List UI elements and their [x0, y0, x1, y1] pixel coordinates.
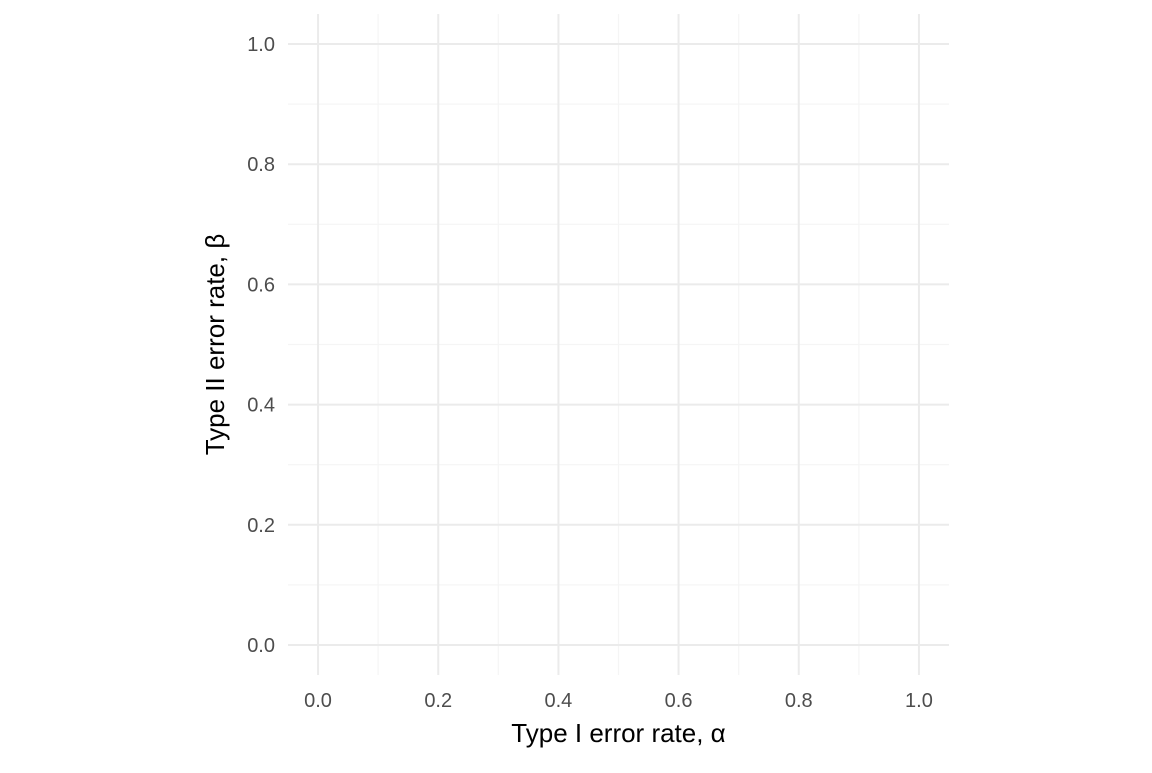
major-grid [288, 14, 949, 675]
y-tick-label: 0.6 [247, 274, 275, 296]
y-tick-label: 0.2 [247, 515, 275, 537]
x-tick-label: 0.6 [665, 690, 693, 712]
minor-grid [288, 14, 949, 675]
y-tick-label: 0.4 [247, 395, 275, 417]
y-axis-title: Type II error rate, β [200, 234, 230, 456]
y-tick-label: 0.8 [247, 154, 275, 176]
x-tick-label: 0.8 [785, 690, 813, 712]
x-axis-tick-labels: 0.0 0.2 0.4 0.6 0.8 1.0 [304, 690, 933, 712]
x-tick-label: 0.0 [304, 690, 332, 712]
x-axis-title: Type I error rate, α [511, 718, 725, 748]
x-tick-label: 0.4 [545, 690, 573, 712]
y-axis-tick-labels: 0.0 0.2 0.4 0.6 0.8 1.0 [247, 34, 275, 657]
x-tick-label: 0.2 [424, 690, 452, 712]
x-tick-label: 1.0 [905, 690, 933, 712]
y-tick-label: 1.0 [247, 34, 275, 56]
y-tick-label: 0.0 [247, 635, 275, 657]
